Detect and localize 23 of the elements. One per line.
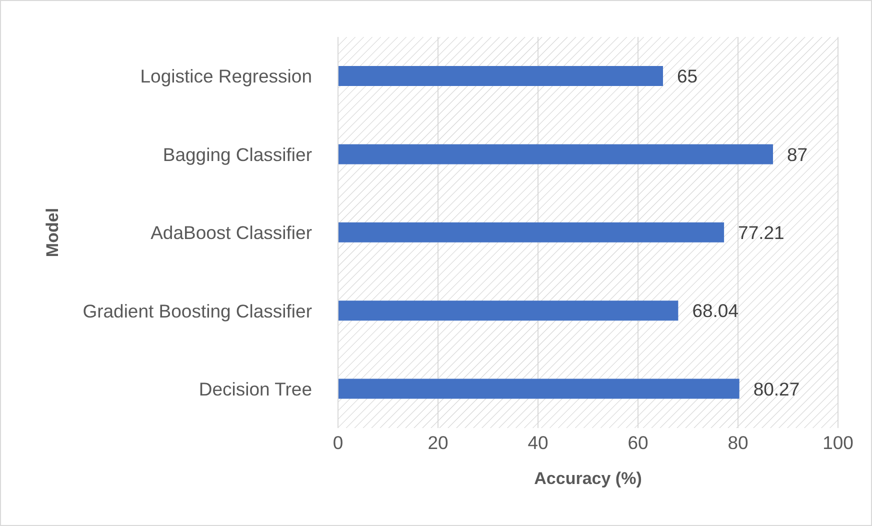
x-axis-title: Accuracy (%) <box>534 469 642 488</box>
x-tick-label: 20 <box>428 432 448 454</box>
bar <box>338 222 724 242</box>
x-tick-label: 0 <box>332 432 344 454</box>
y-tick-label: AdaBoost Classifier <box>150 222 312 244</box>
x-tick-label: 100 <box>822 432 854 454</box>
x-tick-label: 40 <box>528 432 548 454</box>
y-tick-label: Bagging Classifier <box>162 144 312 165</box>
bar <box>338 144 773 164</box>
bar <box>338 300 678 321</box>
data-label: 65 <box>677 66 698 87</box>
y-tick-label: Gradient Boosting Classifier <box>82 300 312 322</box>
y-tick-label: Logistice Regression <box>140 66 312 87</box>
bar <box>338 378 740 399</box>
data-label: 87 <box>787 144 808 165</box>
data-label: 80.27 <box>753 378 800 400</box>
data-label: 68.04 <box>692 300 738 322</box>
y-tick-label: Decision Tree <box>198 378 312 400</box>
x-tick-label: 60 <box>628 432 648 454</box>
data-label: 77.21 <box>738 222 784 243</box>
y-axis-title: Model <box>43 208 62 258</box>
x-tick-label: 80 <box>728 432 748 454</box>
bar <box>338 66 663 86</box>
